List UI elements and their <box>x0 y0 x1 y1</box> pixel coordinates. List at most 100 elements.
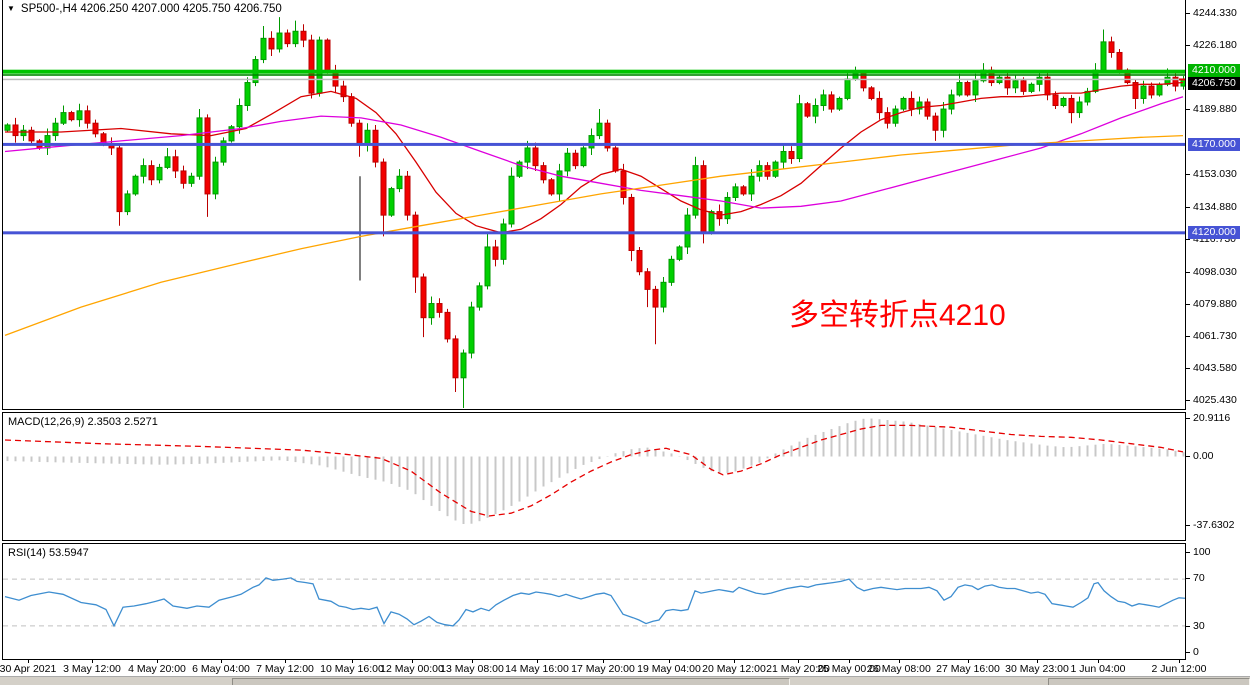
time-tick <box>28 659 29 663</box>
candle <box>1156 83 1163 96</box>
price-badge-4170.000: 4170.000 <box>1188 138 1240 151</box>
candle <box>412 214 419 278</box>
rsi-axis-70: 70 <box>1186 572 1205 584</box>
candle <box>364 129 371 145</box>
candle <box>820 94 827 107</box>
macd-indicator-panel[interactable] <box>2 412 1186 541</box>
candle <box>636 250 643 273</box>
price-tick-4153.03: 4153.030 <box>1186 168 1237 180</box>
rsi-line <box>4 577 1185 628</box>
time-tick <box>157 659 158 663</box>
candle <box>1052 94 1059 107</box>
ma-line-medium-magenta <box>4 96 1184 209</box>
candle <box>172 156 179 172</box>
time-tick <box>849 659 850 663</box>
time-tick <box>221 659 222 663</box>
candle <box>1172 76 1179 87</box>
candle <box>540 165 547 181</box>
candle <box>844 78 851 99</box>
time-label: 26 May 08:00 <box>867 663 931 675</box>
candle <box>212 161 219 195</box>
symbol-dropdown-icon[interactable]: ▼ <box>7 4 15 13</box>
candle <box>932 115 939 131</box>
time-tick <box>537 659 538 663</box>
candle <box>868 87 875 99</box>
rsi-label: RSI(14) 53.5947 <box>8 547 89 559</box>
candle <box>188 175 195 184</box>
time-label: 2 Jun 12:00 <box>1151 663 1207 675</box>
candle <box>236 105 243 128</box>
candlestick-chart-canvas[interactable] <box>3 0 1185 408</box>
candle <box>1012 80 1019 89</box>
rsi-axis-30: 30 <box>1186 620 1205 632</box>
price-badge-4210.000: 4210.000 <box>1188 64 1240 77</box>
chart-text-annotation: 多空转折点4210 <box>789 299 1006 332</box>
candle <box>20 129 27 137</box>
candle <box>1060 97 1067 107</box>
candle <box>492 246 499 260</box>
hline-green-4210[interactable] <box>3 69 1185 74</box>
candle <box>1004 76 1011 89</box>
candle <box>924 101 931 117</box>
candle <box>660 281 667 308</box>
time-label: 1 Jun 04:00 <box>1070 663 1126 675</box>
time-tick <box>734 659 735 663</box>
macd-signal-line <box>4 424 1184 517</box>
candle <box>92 122 99 135</box>
price-tick-4061.73: 4061.730 <box>1186 330 1237 342</box>
time-label: 27 May 16:00 <box>936 663 1000 675</box>
candle <box>196 117 203 177</box>
candle <box>588 135 595 149</box>
time-label: 12 May 00:00 <box>380 663 444 675</box>
candle <box>524 147 531 163</box>
candle <box>564 152 571 172</box>
candle <box>444 311 451 340</box>
candle <box>116 147 123 213</box>
candle <box>1116 51 1123 71</box>
candle <box>484 246 491 287</box>
macd-axis-20.9116: 20.9116 <box>1186 412 1230 424</box>
main-chart-panel[interactable] <box>2 0 1186 410</box>
rsi-canvas[interactable] <box>3 544 1185 659</box>
hline-green-4210-lower[interactable] <box>3 74 1185 76</box>
candle <box>644 271 651 290</box>
current-price-line <box>3 78 1185 81</box>
candle <box>244 82 251 107</box>
candle <box>476 285 483 308</box>
candle <box>4 124 11 131</box>
candle <box>732 186 739 198</box>
candle <box>708 211 715 234</box>
candle <box>548 179 555 195</box>
price-axis[interactable]: 4244.330 4226.180 4189.880 4153.030 4134.880… <box>1186 0 1250 660</box>
candle <box>532 147 539 167</box>
time-tick <box>472 659 473 663</box>
candle <box>420 276 427 319</box>
candle <box>812 105 819 117</box>
candle <box>1036 76 1043 85</box>
candle <box>1084 90 1091 103</box>
candle <box>556 170 563 195</box>
price-tick-4189.88: 4189.880 <box>1186 103 1237 115</box>
candle <box>468 306 475 354</box>
rsi-indicator-panel[interactable] <box>2 543 1186 660</box>
time-tick <box>603 659 604 663</box>
candle <box>828 94 835 110</box>
rsi-axis-0: 0 <box>1186 646 1199 658</box>
time-tick <box>1037 659 1038 663</box>
candle <box>60 112 67 124</box>
macd-canvas[interactable] <box>3 413 1185 540</box>
candle <box>604 122 611 149</box>
candle <box>500 223 507 260</box>
hline-blue-4170[interactable] <box>3 142 1185 146</box>
candle <box>796 103 803 160</box>
candle <box>780 150 787 163</box>
candle <box>460 352 467 379</box>
candle <box>204 117 211 195</box>
time-tick <box>669 659 670 663</box>
price-tick-4244.33: 4244.330 <box>1186 7 1237 19</box>
candle <box>612 147 619 172</box>
candle <box>956 82 963 96</box>
time-axis[interactable]: 30 Apr 2021 3 May 12:00 4 May 20:00 6 May 0… <box>0 659 1250 676</box>
hline-blue-4120[interactable] <box>3 231 1185 235</box>
time-tick <box>352 659 353 663</box>
